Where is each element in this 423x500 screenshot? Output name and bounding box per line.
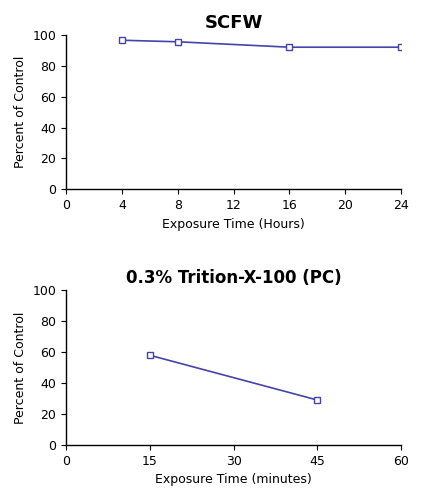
Y-axis label: Percent of Control: Percent of Control (14, 312, 27, 424)
X-axis label: Exposure Time (minutes): Exposure Time (minutes) (155, 473, 312, 486)
Title: SCFW: SCFW (204, 14, 263, 32)
Title: 0.3% Trition-X-100 (PC): 0.3% Trition-X-100 (PC) (126, 270, 341, 287)
Y-axis label: Percent of Control: Percent of Control (14, 56, 27, 168)
X-axis label: Exposure Time (Hours): Exposure Time (Hours) (162, 218, 305, 230)
